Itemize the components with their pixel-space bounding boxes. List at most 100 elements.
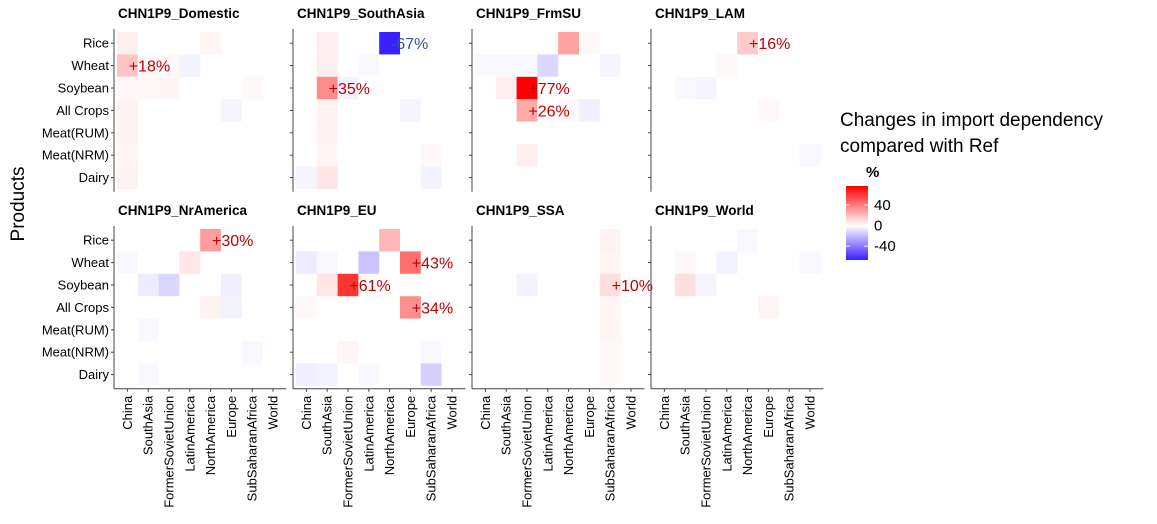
data-label: +43%	[412, 256, 453, 273]
heatmap-cell	[579, 99, 600, 122]
heatmap-cell	[158, 273, 180, 297]
x-tick-label: NorthAmerica	[740, 395, 755, 475]
heatmap-cell	[158, 76, 180, 100]
x-tick-label: China	[120, 395, 135, 430]
heatmap-cell	[516, 99, 538, 122]
legend-colorbar: 40 0 -40	[846, 186, 896, 260]
heatmap-cell	[358, 251, 380, 274]
heatmap-cell	[241, 76, 263, 100]
x-tick-label: SubSaharanAfrica	[424, 395, 439, 501]
y-tick-label: All Crops	[56, 103, 109, 118]
data-label: +16%	[749, 36, 790, 53]
data-label: -67%	[391, 36, 428, 53]
legend-tick-label: 0	[874, 218, 882, 235]
y-tick-label: Dairy	[79, 170, 110, 185]
heatmap-cell	[420, 144, 442, 167]
y-tick-label: Meat(RUM)	[42, 125, 109, 140]
x-tick-label: SubSaharanAfrica	[245, 395, 260, 501]
heatmap-cell	[495, 54, 517, 77]
heatmap-cell	[674, 76, 696, 100]
y-tick-label: Meat(NRM)	[42, 345, 109, 360]
heatmap-cell	[516, 54, 538, 77]
heatmap-cell	[117, 166, 138, 189]
heatmap-cell	[137, 76, 159, 100]
heatmap-cell	[358, 363, 380, 386]
panel-CHN1P9_NrAmerica: CHN1P9_NrAmerica Rice Wheat Soybean All Crop…	[42, 203, 287, 508]
panel-CHN1P9_FrmSU: CHN1P9_FrmSU +77% +26%	[469, 6, 621, 192]
panel-CHN1P9_World: CHN1P9_World China SouthAsia FormerSovietUn…	[648, 203, 824, 508]
heatmap-cell	[599, 363, 621, 386]
heatmap-cell	[241, 341, 263, 364]
heatmap-cell	[316, 144, 338, 167]
panel-CHN1P9_Domestic: CHN1P9_Domestic Rice Wheat Soybean All Crops…	[42, 6, 263, 192]
data-label: +30%	[212, 233, 253, 250]
heatmap-cell	[296, 296, 317, 319]
heatmap-cell	[337, 341, 359, 364]
panel-title: CHN1P9_SouthAsia	[297, 6, 425, 21]
heatmap-cell	[516, 144, 538, 167]
heatmap-cell	[117, 54, 138, 77]
data-label: +34%	[412, 300, 453, 317]
heatmap-cell	[420, 166, 442, 189]
heatmap-cell	[316, 54, 338, 77]
heatmap-cell	[137, 273, 159, 297]
y-axis-title: Products	[8, 167, 29, 242]
heatmap-cell	[737, 229, 758, 252]
panel-title: CHN1P9_LAM	[655, 6, 745, 21]
heatmap-cell	[799, 144, 821, 167]
heatmap-cell	[137, 363, 159, 386]
heatmap-cell	[316, 76, 338, 100]
panel-CHN1P9_SouthAsia: CHN1P9_SouthAsia -67% +35%	[290, 6, 442, 192]
y-tick-label: All Crops	[56, 300, 109, 315]
panel-title: CHN1P9_SSA	[476, 203, 565, 218]
heatmap-cell	[758, 99, 779, 122]
heatmap-cell	[599, 251, 621, 274]
data-label: +35%	[329, 81, 370, 98]
heatmap-cell	[716, 251, 738, 274]
x-tick-label: FormerSovietUnion	[162, 396, 177, 508]
heatmap-cell	[158, 54, 180, 77]
heatmap-cell	[316, 121, 338, 144]
x-tick-label: China	[657, 395, 672, 430]
heatmap-cell	[316, 273, 338, 297]
heatmap-cell	[558, 32, 579, 55]
heatmap-cell	[516, 273, 538, 297]
y-tick-label: Soybean	[58, 278, 109, 293]
legend-gradient	[846, 186, 868, 260]
x-tick-label: FormerSovietUnion	[699, 396, 714, 508]
heatmap-cell	[599, 296, 621, 319]
heatmap-cell	[296, 363, 317, 386]
panel-CHN1P9_LAM: CHN1P9_LAM +16%	[648, 6, 821, 192]
legend-unit: %	[866, 164, 879, 181]
x-tick-label: SouthAsia	[499, 395, 514, 455]
heatmap-cell	[799, 251, 821, 274]
y-tick-label: Meat(RUM)	[42, 322, 109, 337]
heatmap-cell	[137, 318, 159, 341]
heatmap-cell	[400, 296, 421, 319]
x-tick-label: SouthAsia	[320, 395, 335, 455]
heatmap-cell	[674, 273, 696, 297]
panel-CHN1P9_SSA: CHN1P9_SSA China SouthAsia FormerSovietUnio…	[469, 203, 653, 508]
data-label: +61%	[349, 278, 390, 295]
x-tick-label: China	[299, 395, 314, 430]
x-tick-label: NorthAmerica	[382, 395, 397, 475]
heatmap-cell	[296, 251, 317, 274]
y-tick-label: Wheat	[71, 58, 109, 73]
heatmap-cell	[221, 99, 242, 122]
heatmap-cell	[579, 32, 600, 55]
heatmap-cell	[495, 76, 517, 100]
x-tick-label: FormerSovietUnion	[520, 396, 535, 508]
data-label: +10%	[612, 278, 653, 295]
heatmap-cell	[316, 363, 338, 386]
heatmap-cell	[420, 363, 442, 386]
x-tick-label: LatinAmerica	[719, 395, 734, 472]
heatmap-cell	[200, 229, 221, 252]
legend-title-line-2: compared with Ref	[840, 136, 999, 157]
y-tick-label: Rice	[83, 36, 109, 51]
heatmap-cell	[599, 54, 621, 77]
x-tick-label: SubSaharanAfrica	[603, 395, 618, 501]
legend-tick-label: 40	[874, 197, 891, 214]
heatmap-cell	[695, 273, 717, 297]
